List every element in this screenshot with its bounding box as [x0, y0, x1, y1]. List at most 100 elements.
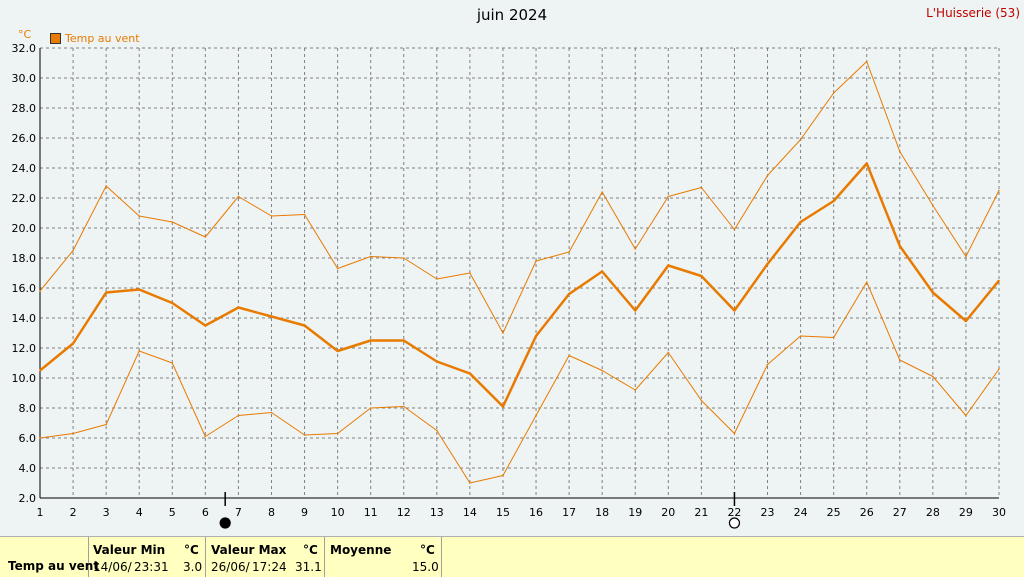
- x-tick-label: 25: [827, 506, 841, 519]
- x-tick-label: 6: [202, 506, 209, 519]
- data-point-min: [369, 407, 372, 409]
- data-point-max: [171, 221, 174, 223]
- x-tick-label: 17: [562, 506, 576, 519]
- x-tick-label: 23: [761, 506, 775, 519]
- data-point-mean: [204, 324, 207, 327]
- y-tick-label: 8.0: [19, 402, 37, 415]
- x-tick-label: 15: [496, 506, 510, 519]
- data-point-min: [898, 359, 901, 361]
- data-point-max: [667, 195, 670, 198]
- y-tick-label: 30.0: [12, 72, 37, 85]
- data-point-mean: [733, 309, 736, 312]
- data-point-max: [700, 186, 703, 189]
- y-tick-label: 24.0: [12, 162, 37, 175]
- data-point-max: [601, 191, 603, 193]
- data-point-max: [336, 267, 339, 270]
- data-point-min: [502, 474, 504, 477]
- data-point-max: [502, 332, 504, 334]
- data-point-max: [932, 204, 934, 207]
- data-point-max: [105, 185, 107, 187]
- data-point-mean: [832, 200, 835, 202]
- data-point-min: [72, 432, 74, 435]
- y-tick-label: 2.0: [19, 492, 37, 505]
- x-tick-label: 22: [727, 506, 741, 519]
- legend: Temp au vent: [50, 32, 140, 45]
- data-point-mean: [369, 339, 372, 342]
- max-unit: °C: [303, 543, 318, 557]
- data-point-mean: [303, 324, 306, 327]
- mean-header: Moyenne: [330, 543, 392, 557]
- data-point-max: [138, 215, 141, 217]
- x-tick-label: 4: [136, 506, 143, 519]
- data-point-min: [865, 281, 868, 283]
- min-header: Valeur Min: [93, 543, 166, 557]
- data-point-mean: [766, 263, 769, 265]
- data-point-min: [733, 432, 736, 435]
- data-point-max: [270, 215, 273, 217]
- data-point-mean: [138, 288, 141, 291]
- data-point-min: [965, 414, 967, 417]
- data-point-min: [535, 414, 537, 417]
- data-point-min: [700, 399, 703, 402]
- data-point-mean: [799, 221, 802, 223]
- data-point-mean: [436, 360, 438, 363]
- data-point-mean: [39, 369, 41, 372]
- x-tick-label: 28: [926, 506, 940, 519]
- data-point-max: [303, 213, 306, 216]
- data-point-max: [204, 236, 207, 238]
- data-point-max: [898, 150, 901, 153]
- x-tick-label: 5: [169, 506, 176, 519]
- data-point-mean: [535, 335, 537, 337]
- y-tick-label: 26.0: [12, 132, 37, 145]
- data-point-min: [303, 434, 306, 436]
- y-tick-label: 28.0: [12, 102, 37, 115]
- y-tick-label: 20.0: [12, 222, 37, 235]
- data-point-max: [369, 255, 372, 258]
- x-tick-label: 29: [959, 506, 973, 519]
- data-point-max: [568, 251, 570, 253]
- data-point-min: [469, 482, 471, 484]
- data-point-mean: [898, 245, 901, 247]
- data-point-mean: [105, 291, 107, 294]
- x-tick-label: 26: [860, 506, 874, 519]
- x-tick-label: 14: [463, 506, 477, 519]
- data-point-mean: [998, 279, 1000, 282]
- data-point-max: [998, 189, 1000, 192]
- data-point-max: [865, 60, 868, 63]
- data-point-min: [402, 405, 405, 408]
- stats-row-label: Temp au vent: [8, 559, 100, 573]
- data-point-max: [72, 249, 74, 252]
- y-tick-label: 32.0: [12, 42, 37, 55]
- min-date: 14/06/: [93, 560, 132, 574]
- data-point-max: [402, 257, 405, 259]
- data-point-mean: [72, 342, 74, 345]
- y-tick-label: 16.0: [12, 282, 37, 295]
- y-tick-label: 4.0: [19, 462, 37, 475]
- x-tick-label: 10: [331, 506, 345, 519]
- data-point-max: [39, 290, 41, 292]
- statistics-panel: Temp au vent Valeur Min °C 14/06/ 23:31 …: [0, 536, 1024, 577]
- data-point-min: [799, 335, 802, 337]
- new-moon-icon: [219, 517, 231, 529]
- data-point-min: [998, 368, 1000, 370]
- data-point-min: [270, 411, 273, 414]
- y-tick-label: 22.0: [12, 192, 37, 205]
- x-tick-label: 16: [529, 506, 543, 519]
- data-point-max: [832, 92, 835, 94]
- y-tick-label: 6.0: [19, 432, 37, 445]
- x-tick-label: 9: [301, 506, 308, 519]
- data-point-mean: [865, 162, 868, 165]
- x-tick-label: 27: [893, 506, 907, 519]
- x-tick-label: 1: [37, 506, 44, 519]
- x-tick-label: 24: [794, 506, 808, 519]
- data-point-mean: [270, 315, 273, 318]
- data-point-min: [932, 375, 934, 378]
- data-point-mean: [568, 293, 570, 295]
- moon-phase-markers: [219, 492, 741, 529]
- x-tick-label: 18: [595, 506, 609, 519]
- data-point-max: [799, 138, 802, 141]
- temperature-chart: 2.0 4.0 6.0 8.0 10.0 12.0 14.0 16.0 18.0 20.0 22.0…: [12, 42, 1006, 529]
- x-tick-label: 2: [70, 506, 77, 519]
- series-line-max: [39, 61, 1000, 334]
- data-point-min: [634, 389, 637, 391]
